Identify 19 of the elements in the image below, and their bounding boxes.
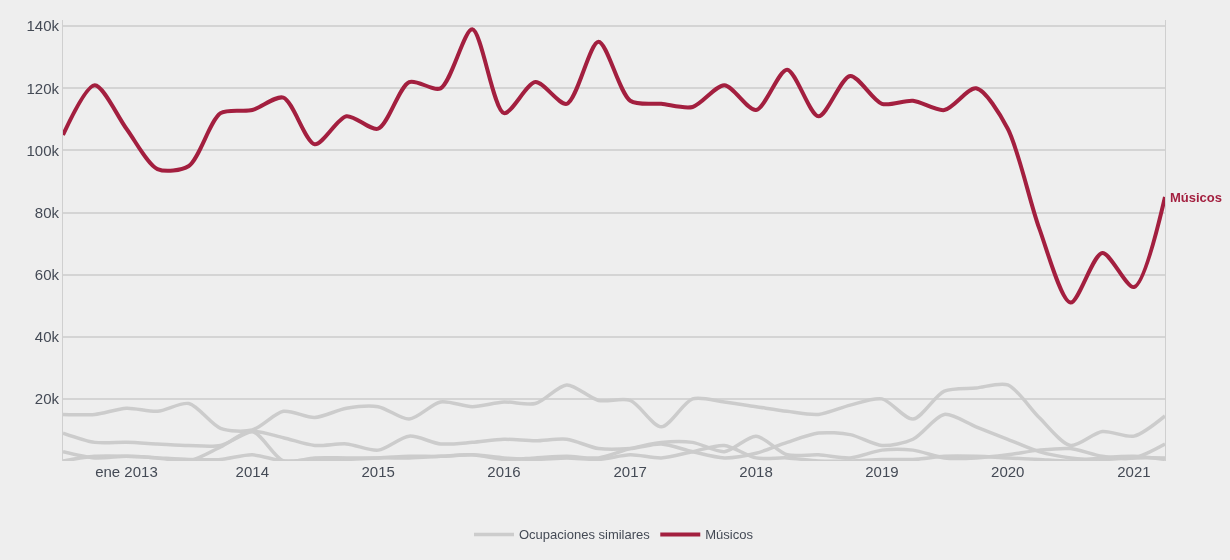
x-tick-label: 2017: [613, 463, 647, 480]
y-tick-label: 20k: [34, 390, 60, 408]
x-tick-label: 2015: [361, 463, 395, 480]
x-tick-label: ene 2013: [95, 463, 158, 480]
x-tick-label: 2016: [487, 463, 521, 480]
x-tick-label: 2014: [235, 463, 269, 480]
y-tick-label: 60k: [34, 265, 60, 283]
x-tick-label: 2020: [991, 463, 1025, 480]
y-tick-label: 120k: [26, 79, 60, 97]
y-tick-label: 100k: [26, 141, 60, 159]
x-tick-label: 2021: [1117, 463, 1151, 480]
x-tick-label: 2019: [865, 463, 899, 480]
legend-label: Ocupaciones similares: [519, 527, 651, 543]
y-tick-label: 40k: [34, 328, 60, 346]
y-tick-label: 80k: [34, 203, 60, 221]
legend-label: Músicos: [705, 527, 754, 543]
text: Músicos: [1170, 190, 1223, 205]
x-tick-label: 2018: [739, 463, 773, 480]
y-tick-label: 140k: [26, 17, 60, 35]
